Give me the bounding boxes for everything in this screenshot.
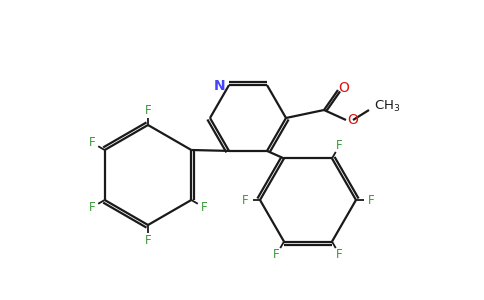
Text: F: F: [89, 136, 95, 149]
Text: N: N: [214, 79, 226, 93]
Text: F: F: [145, 103, 151, 116]
Text: F: F: [273, 248, 280, 261]
Text: F: F: [145, 233, 151, 247]
Text: CH$_3$: CH$_3$: [374, 98, 400, 113]
Text: F: F: [242, 194, 248, 206]
Text: O: O: [339, 81, 349, 95]
Text: F: F: [89, 201, 95, 214]
Text: F: F: [336, 248, 343, 261]
Text: F: F: [336, 139, 343, 152]
Text: O: O: [348, 113, 359, 127]
Text: F: F: [368, 194, 374, 206]
Text: F: F: [201, 201, 208, 214]
